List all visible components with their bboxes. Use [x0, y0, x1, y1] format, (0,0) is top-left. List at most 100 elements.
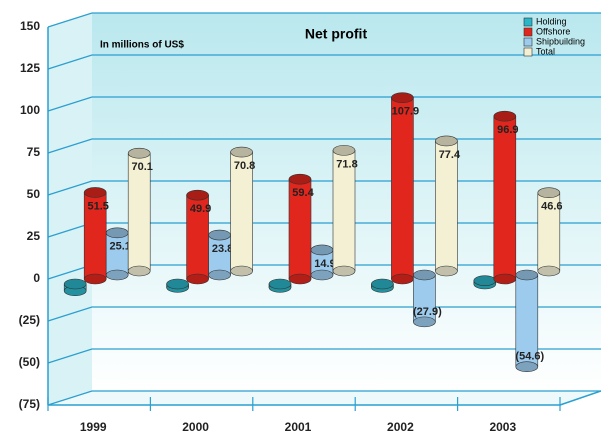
- x-tick-label: 1999: [80, 420, 107, 434]
- bar-top: [127, 147, 151, 159]
- bar-top: [208, 229, 231, 241]
- bar-top: [473, 275, 497, 286]
- value-label: 70.1: [131, 161, 152, 173]
- bar-body: [105, 232, 129, 276]
- bar: [515, 269, 539, 373]
- bar-base: [230, 265, 253, 277]
- x-axis-depth: [559, 390, 601, 406]
- bar: [268, 278, 292, 293]
- bar-base: [208, 269, 231, 281]
- bar-top: [186, 189, 209, 201]
- bar-top: [105, 227, 129, 239]
- bar-top: [493, 110, 517, 122]
- value-label: 96.9: [497, 124, 518, 136]
- y-tick-label: 75: [27, 145, 41, 159]
- value-label: 71.8: [336, 158, 357, 170]
- grid-line: [47, 390, 601, 406]
- value-label: 70.8: [234, 160, 255, 172]
- y-tick-label: (75): [19, 397, 40, 411]
- x-tick-label: 2000: [182, 420, 209, 434]
- bar-top: [268, 278, 292, 290]
- grid-line: [47, 96, 601, 112]
- bar-top: [332, 145, 356, 156]
- grid-line: [47, 12, 601, 28]
- value-label: 51.5: [87, 200, 108, 212]
- value-label: 49.9: [190, 203, 211, 215]
- value-label: 23.8: [212, 243, 233, 255]
- bar: [371, 278, 394, 293]
- value-label: 25.1: [109, 241, 130, 253]
- bar-base: [493, 273, 517, 285]
- bar: [230, 146, 253, 277]
- bar-top: [435, 135, 458, 147]
- bar-top: [537, 187, 561, 199]
- legend-swatch: [523, 17, 533, 27]
- value-label: 107.9: [392, 106, 420, 118]
- bar-base: [413, 316, 436, 328]
- bar: [127, 147, 151, 277]
- legend-label: Total: [536, 46, 555, 56]
- x-tick-label: 2001: [285, 420, 312, 434]
- grid-line: [47, 54, 601, 70]
- bar-base: [105, 269, 129, 281]
- bar: [105, 227, 129, 281]
- bar-base: [435, 265, 458, 277]
- legend-label: Offshore: [536, 26, 570, 36]
- value-label: 46.6: [541, 201, 562, 213]
- value-label: 77.4: [439, 149, 461, 161]
- legend-swatch: [523, 47, 533, 57]
- bar-base: [537, 265, 561, 277]
- y-tick-label: 50: [27, 187, 41, 201]
- bar-top: [413, 269, 436, 281]
- value-label: 14.9: [314, 258, 335, 270]
- bar-top: [63, 278, 87, 290]
- side-wall: [48, 13, 92, 405]
- bar: [288, 173, 312, 285]
- y-tick-label: 150: [20, 19, 40, 33]
- bar-body: [208, 234, 231, 276]
- chart-title: Net profit: [305, 26, 368, 42]
- bar: [83, 187, 107, 285]
- bar-base: [83, 273, 107, 285]
- value-label: 59.4: [292, 187, 314, 199]
- value-label: (27.9): [413, 306, 442, 318]
- bar-top: [230, 146, 253, 158]
- bar-top: [371, 278, 394, 290]
- y-tick-label: 25: [27, 229, 41, 243]
- bar: [332, 145, 356, 277]
- bar: [413, 269, 436, 328]
- y-tick-label: (50): [19, 355, 40, 369]
- y-tick-label: 125: [20, 61, 40, 75]
- bar: [186, 189, 209, 285]
- bar-body: [391, 97, 414, 280]
- bar-base: [127, 265, 151, 277]
- bar-top: [166, 278, 189, 290]
- bar-base: [310, 269, 334, 281]
- legend-swatch: [523, 37, 533, 47]
- bar-body: [493, 115, 517, 280]
- grid-line: [47, 138, 601, 154]
- bar: [473, 275, 497, 290]
- bar-base: [332, 265, 356, 277]
- bar-base: [515, 361, 539, 373]
- legend-swatch: [523, 27, 533, 37]
- x-tick-label: 2002: [387, 420, 414, 434]
- y-tick-label: 100: [20, 103, 40, 117]
- bar-top: [391, 92, 414, 104]
- x-tick-label: 2003: [489, 420, 516, 434]
- bar: [166, 278, 189, 293]
- grid-line: [47, 180, 601, 196]
- bar-base: [288, 273, 312, 285]
- y-tick-label: 0: [33, 271, 40, 285]
- bar: [391, 92, 414, 285]
- legend-label: Holding: [536, 16, 567, 26]
- bar-top: [310, 244, 334, 256]
- bar: [208, 229, 231, 281]
- grid-line: [47, 348, 601, 364]
- bar: [435, 135, 458, 277]
- bar-base: [186, 273, 209, 285]
- bar: [537, 187, 561, 277]
- value-label: (54.6): [515, 351, 544, 363]
- bar-top: [288, 173, 312, 185]
